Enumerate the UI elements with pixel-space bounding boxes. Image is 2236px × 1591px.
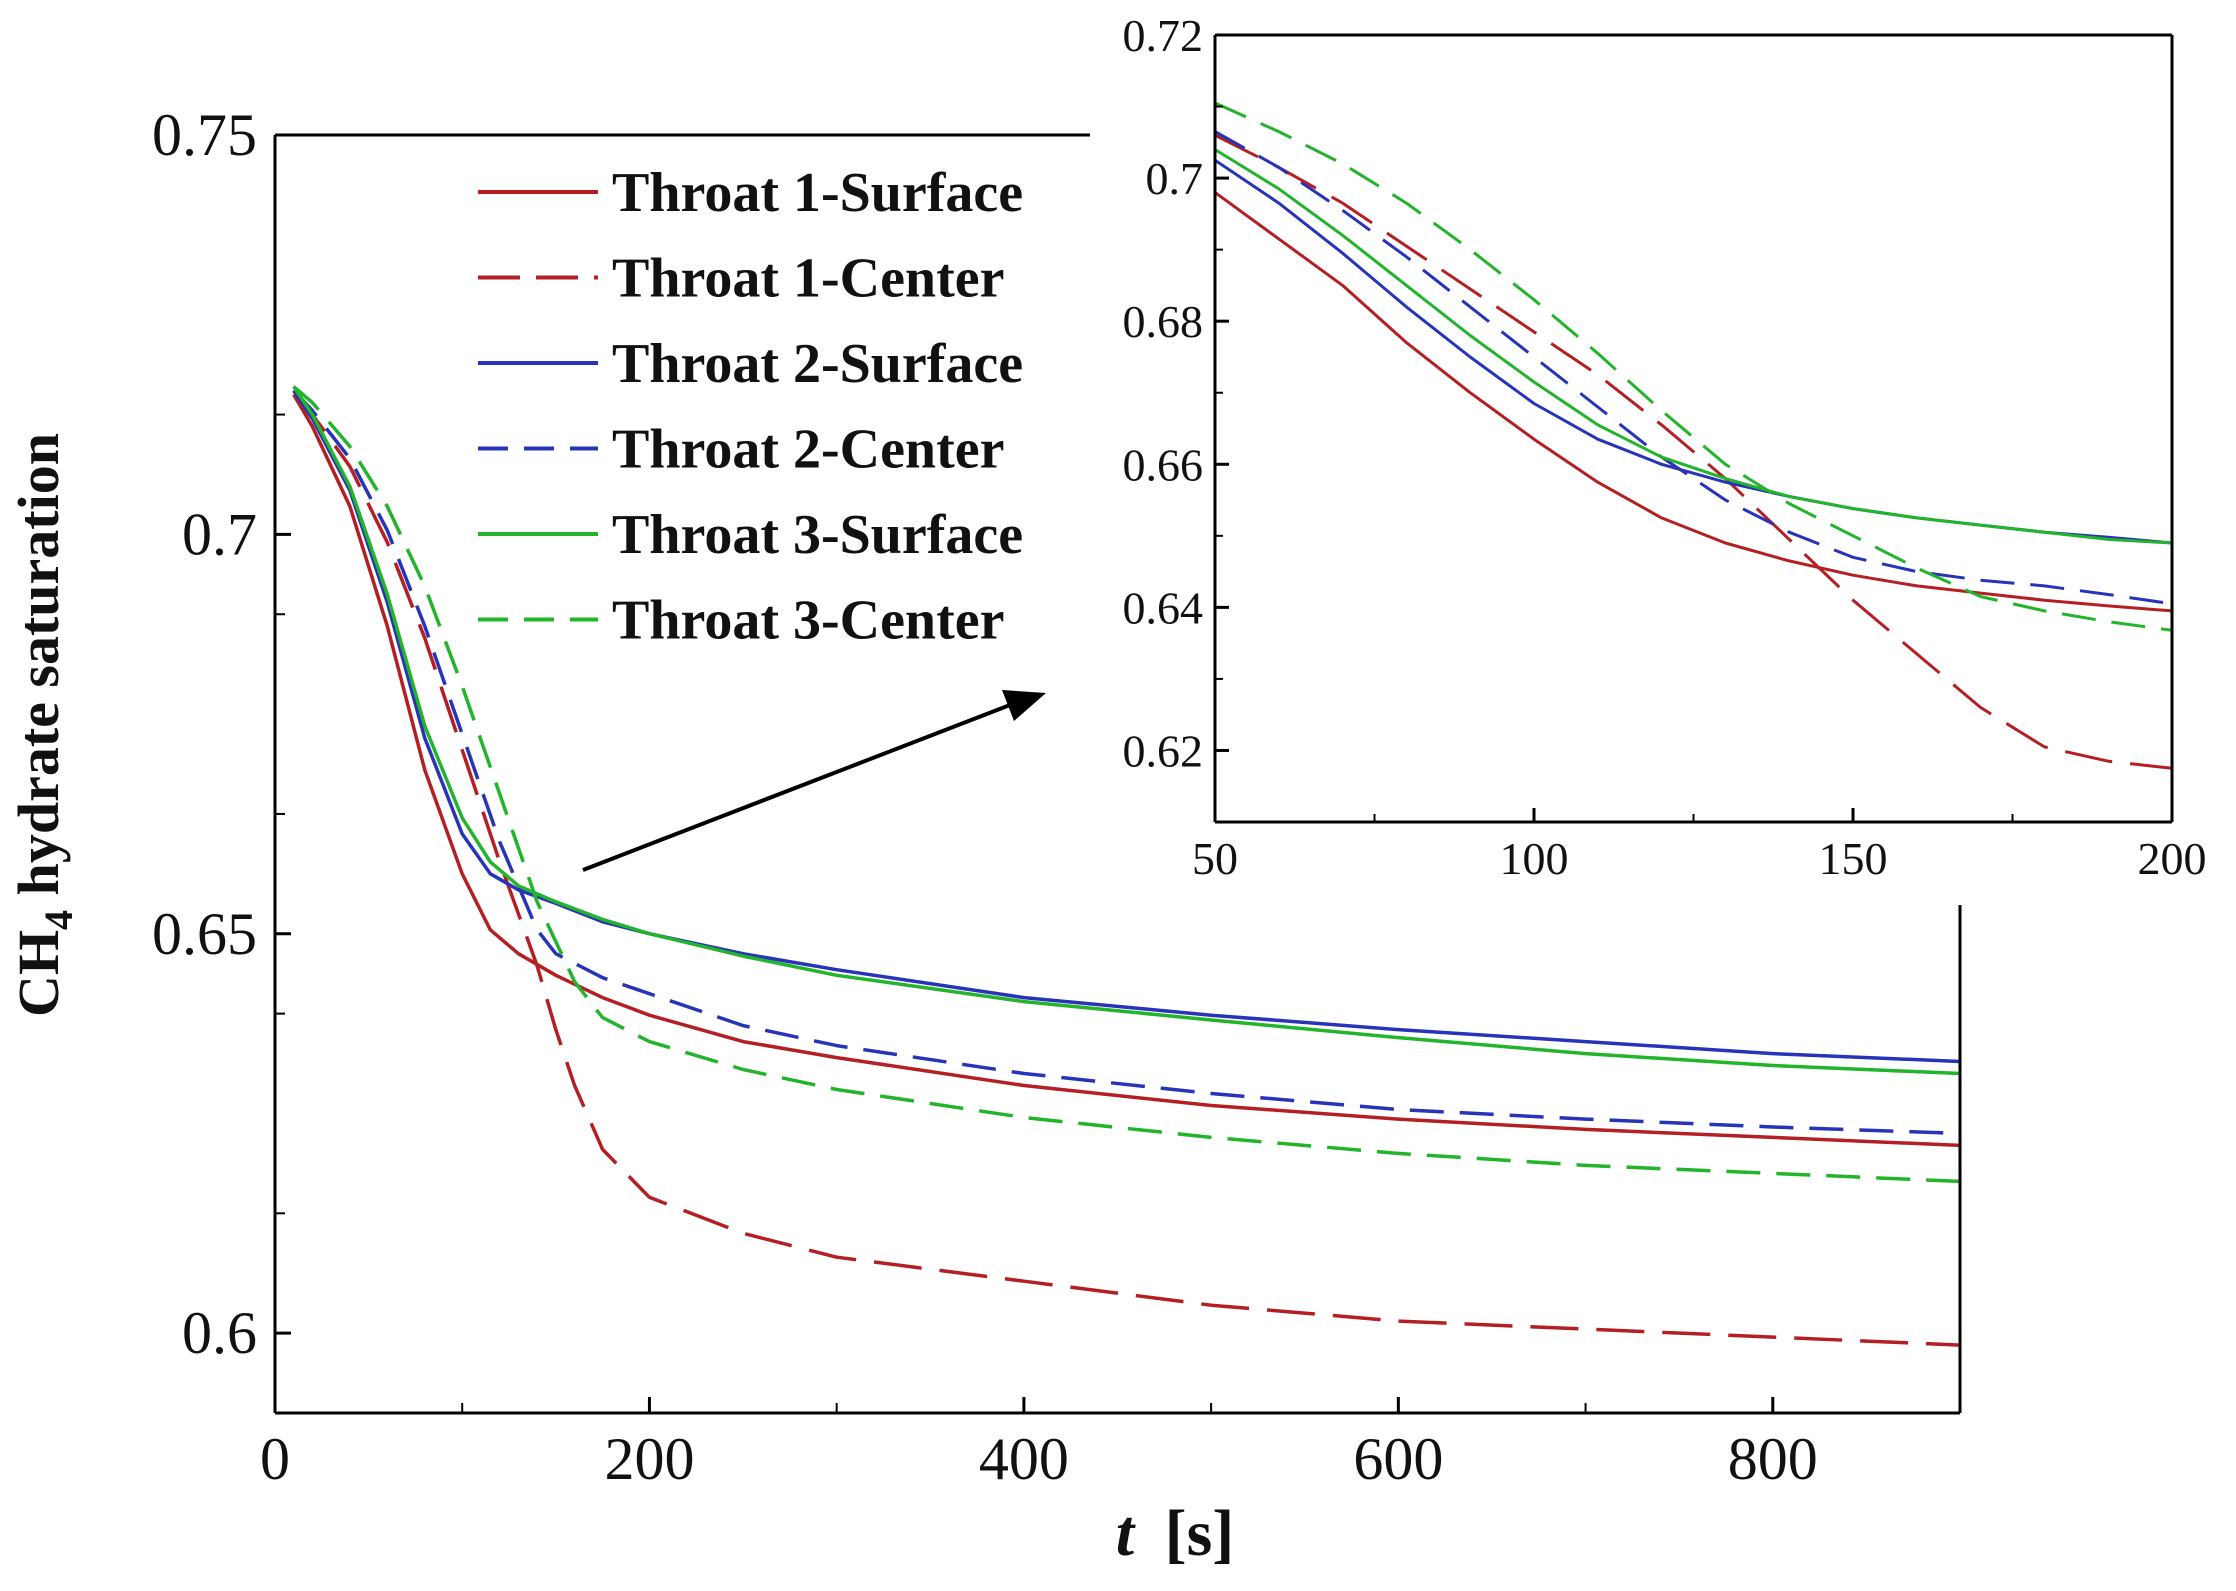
inset-series-line-1 xyxy=(1215,191,2172,613)
main-y-ticks: 0.6 0.65 0.7 0.75 xyxy=(152,102,291,1366)
main-series-line-6 xyxy=(292,385,1960,1184)
zoom-arrow xyxy=(582,690,1046,872)
main-y-tick-label: 0.65 xyxy=(152,901,257,967)
main-plot: 0 200 400 600 800 0.6 0.65 0.7 0.75 t [s] CH4 h… xyxy=(6,102,1962,1570)
legend-label: Throat 2-Center xyxy=(612,419,1004,481)
main-frame xyxy=(273,133,1962,1415)
legend-item: Throat 2-Center xyxy=(478,419,1004,481)
inset-plot: 50 100 150 200 0.62 0.64 0.66 0.68 0.7 0.72 xyxy=(1090,0,2236,900)
inset-series-line-5 xyxy=(1215,148,2172,545)
main-x-tick-label: 200 xyxy=(604,1426,694,1492)
main-curves xyxy=(292,385,1960,1347)
main-series-line-5 xyxy=(292,385,1960,1076)
y-axis-title: CH4 hydrate saturation xyxy=(6,433,81,1017)
inset-background xyxy=(1090,0,2236,900)
inset-x-tick-label: 200 xyxy=(2138,833,2207,884)
x-axis-title: t [s] xyxy=(1116,1497,1235,1570)
y-axis-title-subscript: 4 xyxy=(36,910,81,930)
legend: Throat 1-Surface Throat 1-Center Throat 2-… xyxy=(478,162,1023,652)
inset-y-tick-label: 0.68 xyxy=(1123,296,1204,347)
inset-y-tick-label: 0.72 xyxy=(1123,10,1204,61)
main-y-tick-label: 0.6 xyxy=(182,1300,257,1366)
legend-item: Throat 1-Surface xyxy=(478,162,1023,224)
inset-series-line-2 xyxy=(1215,133,2172,770)
legend-item: Throat 1-Center xyxy=(478,248,1004,310)
x-axis-title-unit: [s] xyxy=(1165,1497,1235,1570)
inset-series-line-6 xyxy=(1215,101,2172,632)
legend-label: Throat 3-Surface xyxy=(612,504,1023,566)
main-series-line-4 xyxy=(292,389,1960,1136)
inset-y-tick-label: 0.66 xyxy=(1123,439,1204,490)
main-series-line-2 xyxy=(292,393,1960,1347)
legend-label: Throat 1-Surface xyxy=(612,162,1023,224)
inset-y-tick-label: 0.62 xyxy=(1123,725,1204,776)
main-x-tick-label: 600 xyxy=(1353,1426,1443,1492)
inset-x-ticks: 50 100 150 200 xyxy=(1192,808,2207,884)
inset-x-tick-label: 150 xyxy=(1819,833,1888,884)
legend-label: Throat 1-Center xyxy=(612,248,1004,310)
main-series-line-1 xyxy=(292,393,1960,1148)
inset-x-tick-label: 50 xyxy=(1192,833,1238,884)
legend-label: Throat 3-Center xyxy=(612,590,1004,652)
main-x-tick-label: 400 xyxy=(979,1426,1069,1492)
main-y-tick-label: 0.75 xyxy=(152,102,257,168)
legend-item: Throat 2-Surface xyxy=(478,333,1023,395)
legend-item: Throat 3-Surface xyxy=(478,504,1023,566)
y-axis-title-suffix: hydrate saturation xyxy=(6,433,71,910)
main-y-tick-label: 0.7 xyxy=(182,501,257,567)
main-x-tick-label: 0 xyxy=(260,1426,290,1492)
inset-x-tick-label: 100 xyxy=(1500,833,1569,884)
zoom-arrow-head xyxy=(1002,690,1046,721)
y-axis-title-prefix: CH xyxy=(6,930,71,1017)
zoom-arrow-line xyxy=(582,703,1011,872)
inset-y-tick-label: 0.7 xyxy=(1146,153,1204,204)
inset-curves xyxy=(1215,101,2172,770)
main-x-tick-label: 800 xyxy=(1728,1426,1818,1492)
main-series-line-3 xyxy=(292,389,1960,1064)
legend-label: Throat 2-Surface xyxy=(612,333,1023,395)
inset-series-line-4 xyxy=(1215,130,2172,606)
legend-item: Throat 3-Center xyxy=(478,590,1004,652)
main-x-ticks: 0 200 400 600 800 xyxy=(260,1397,1818,1492)
inset-y-tick-label: 0.64 xyxy=(1123,582,1204,633)
x-axis-title-variable: t xyxy=(1116,1497,1136,1570)
inset-y-ticks: 0.62 0.64 0.66 0.68 0.7 0.72 xyxy=(1123,10,1229,776)
